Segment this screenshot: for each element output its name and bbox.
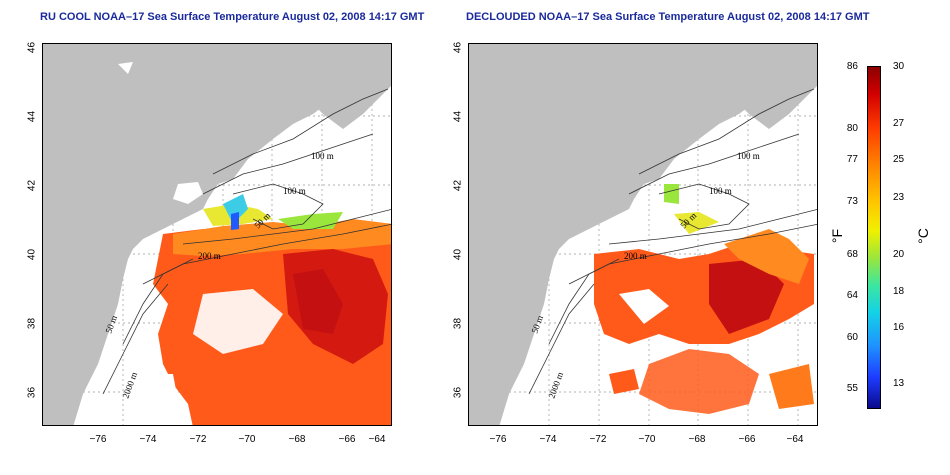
lat-tick: 44 [26, 110, 38, 123]
contour-label-100m-b: 100 m [283, 186, 306, 196]
c-tick: 30 [893, 61, 905, 72]
lat-tick: 42 [452, 179, 464, 192]
contour-label-200m: 200 m [198, 251, 221, 261]
lat-tick: 42 [26, 179, 38, 192]
lon-tick: −66 [338, 434, 356, 445]
contour-label-100m: 100 m [737, 151, 760, 161]
lat-tick: 36 [452, 386, 464, 399]
lat-tick: 46 [452, 41, 464, 54]
f-tick: 77 [846, 154, 858, 165]
celsius-unit-label: °C [914, 228, 931, 244]
lon-tick: −76 [489, 434, 507, 445]
c-tick: 13 [893, 378, 905, 389]
c-tick: 20 [893, 249, 905, 260]
lat-tick: 46 [26, 41, 38, 54]
lat-tick: 38 [26, 317, 38, 330]
land [43, 44, 391, 425]
f-tick: 68 [846, 249, 858, 260]
lat-tick: 40 [452, 248, 464, 261]
lat-tick: 40 [26, 248, 38, 261]
right-sst-map: 100 m 100 m 50 m 200 m 50 m 2000 m [468, 43, 818, 426]
c-tick: 18 [893, 286, 905, 297]
lon-tick: −76 [89, 434, 107, 445]
contour-label-100m: 100 m [311, 151, 334, 161]
c-tick: 25 [893, 154, 905, 165]
lon-tick: −70 [638, 434, 656, 445]
lat-tick: 38 [452, 317, 464, 330]
lon-tick: −64 [368, 434, 386, 445]
lon-tick: −64 [786, 434, 804, 445]
f-tick: 73 [846, 196, 858, 207]
contour-label-200m: 200 m [624, 251, 647, 261]
left-map-graphic: 100 m 100 m 50 m 200 m 50 m 2000 m [43, 44, 391, 425]
lat-tick: 36 [26, 386, 38, 399]
lon-tick: −74 [539, 434, 557, 445]
f-tick: 60 [846, 332, 858, 343]
lon-tick: −68 [288, 434, 306, 445]
lat-tick: 44 [452, 110, 464, 123]
f-tick: 80 [846, 123, 858, 134]
c-tick: 27 [893, 118, 905, 129]
lon-tick: −74 [139, 434, 157, 445]
left-sst-map: 100 m 100 m 50 m 200 m 50 m 2000 m [42, 43, 392, 426]
contour-label-100m-b: 100 m [709, 186, 732, 196]
c-tick: 16 [893, 322, 905, 333]
right-panel-title: DECLOUDED NOAA–17 Sea Surface Temperatur… [466, 11, 870, 23]
land [469, 44, 817, 425]
f-tick: 86 [846, 61, 858, 72]
lon-tick: −72 [589, 434, 607, 445]
lon-tick: −66 [738, 434, 756, 445]
lon-tick: −72 [189, 434, 207, 445]
f-tick: 64 [846, 290, 858, 301]
temperature-colorbar [867, 66, 881, 409]
left-panel-title: RU COOL NOAA–17 Sea Surface Temperature … [40, 11, 425, 23]
f-tick: 55 [846, 383, 858, 394]
fahrenheit-unit-label: °F [829, 228, 846, 244]
right-map-graphic: 100 m 100 m 50 m 200 m 50 m 2000 m [469, 44, 817, 425]
c-tick: 23 [893, 192, 905, 203]
lon-tick: −68 [688, 434, 706, 445]
lon-tick: −70 [238, 434, 256, 445]
